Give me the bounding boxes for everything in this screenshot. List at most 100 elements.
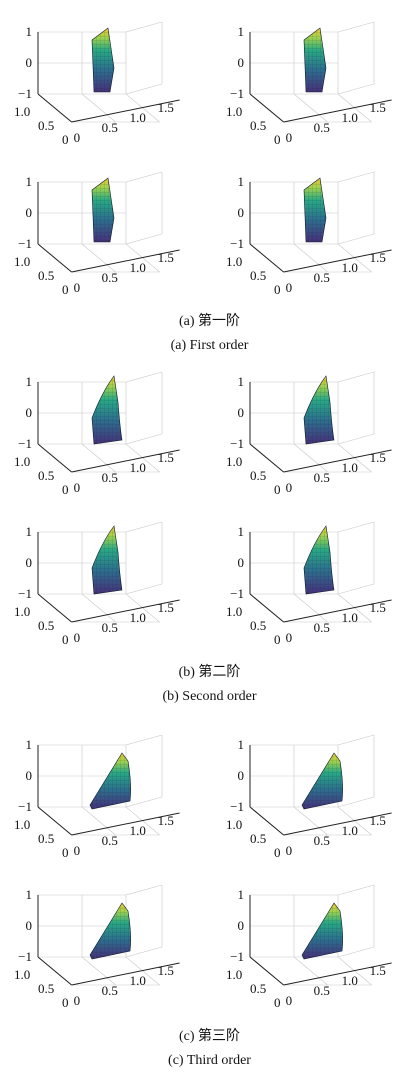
x-tick-label: 0: [74, 480, 81, 495]
y-tick-label: 0.5: [250, 118, 266, 133]
surface-mesh: [92, 28, 114, 92]
caption-a-cn: (a) 第一阶: [178, 314, 241, 329]
x-tick-label: 1.0: [342, 460, 358, 475]
z-tick-label: 1: [26, 887, 33, 902]
gridline: [293, 93, 328, 123]
subplot-8: 10−11.00.50 00.51.01.5: [226, 521, 392, 647]
z-tick-label: −1: [230, 436, 244, 451]
gridline: [337, 796, 375, 808]
x-tick-label: 1.5: [370, 100, 386, 115]
gridline: [125, 83, 163, 95]
subplot-2: 10−11.00.50 00.51.01.5: [226, 21, 392, 147]
z-tick-label: −1: [18, 586, 32, 601]
subplot-4: 10−11.00.50 00.51.01.5: [226, 171, 392, 297]
x-tick-label: 0.5: [102, 833, 118, 848]
gridline: [337, 233, 375, 245]
surface-mesh: [304, 28, 326, 92]
x-tick-label: 0.5: [102, 120, 118, 135]
y-axis: [37, 243, 72, 273]
subplot-3: 10−11.00.50 00.51.01.5: [14, 171, 180, 297]
y-tick-label: 0.5: [250, 618, 266, 633]
x-tick-label: 0.5: [314, 620, 330, 635]
x-tick-label: 1.5: [158, 813, 174, 828]
subplot-9: 10−11.00.50 00.51.01.5: [14, 734, 180, 860]
y-axis: [37, 443, 72, 473]
x-tick-label: 0: [74, 843, 81, 858]
y-tick-label: 0.5: [38, 831, 54, 846]
x-axis: [71, 599, 180, 623]
y-tick-label: 1.0: [226, 104, 242, 119]
z-tick-label: 0: [26, 405, 33, 420]
z-tick-label: 0: [26, 918, 33, 933]
subplot-11: 10−11.00.50 00.51.01.5: [14, 884, 180, 1010]
surface-mesh: [92, 178, 114, 242]
x-tick-label: 0: [74, 630, 81, 645]
y-tick-label: 0: [62, 632, 69, 647]
x-tick-label: 0.5: [102, 620, 118, 635]
y-axis: [37, 93, 72, 123]
gridline: [125, 371, 163, 383]
x-tick-label: 1.0: [342, 610, 358, 625]
gridline: [125, 21, 163, 33]
x-axis: [71, 449, 180, 473]
gridline: [337, 521, 375, 533]
gridline: [125, 734, 163, 746]
x-tick-label: 1.0: [342, 110, 358, 125]
gridline: [125, 884, 163, 896]
z-tick-label: 1: [238, 887, 245, 902]
x-axis: [283, 449, 392, 473]
y-tick-label: 0: [274, 482, 281, 497]
y-tick-label: 0.5: [250, 831, 266, 846]
x-tick-label: 1.5: [370, 600, 386, 615]
y-axis: [249, 956, 284, 986]
x-tick-label: 1.0: [342, 823, 358, 838]
y-tick-label: 0: [274, 845, 281, 860]
z-tick-label: 1: [26, 24, 33, 39]
gridline: [81, 93, 116, 123]
x-axis: [71, 99, 180, 123]
x-axis: [283, 962, 392, 986]
y-tick-label: 0.5: [38, 468, 54, 483]
gridline: [81, 806, 116, 836]
gridline: [337, 21, 375, 33]
z-tick-label: 1: [238, 524, 245, 539]
y-tick-label: 1.0: [14, 604, 30, 619]
y-tick-label: 0: [274, 132, 281, 147]
z-tick-label: 1: [26, 174, 33, 189]
gridline: [125, 171, 163, 183]
gridline: [125, 583, 163, 595]
gridline: [81, 956, 116, 986]
z-tick-label: 1: [26, 374, 33, 389]
caption-a-en: (a) First order: [170, 338, 249, 353]
gridline: [337, 171, 375, 183]
subplot-5: 10−11.00.50 00.51.01.5: [14, 371, 180, 497]
surface-mesh: [304, 376, 334, 444]
surface-mesh: [92, 526, 122, 594]
y-axis: [37, 593, 72, 623]
z-tick-label: −1: [230, 949, 244, 964]
y-tick-label: 0.5: [250, 981, 266, 996]
x-tick-label: 1.0: [130, 973, 146, 988]
y-tick-label: 0: [62, 995, 69, 1010]
x-axis: [71, 812, 180, 836]
z-tick-label: −1: [18, 799, 32, 814]
gridline: [125, 233, 163, 245]
y-axis: [249, 443, 284, 473]
z-tick-label: 0: [238, 768, 245, 783]
x-axis: [283, 249, 392, 273]
x-axis: [283, 812, 392, 836]
y-tick-label: 1.0: [14, 967, 30, 982]
x-axis: [283, 599, 392, 623]
y-tick-label: 0.5: [38, 981, 54, 996]
z-tick-label: 0: [26, 555, 33, 570]
y-tick-label: 0: [62, 845, 69, 860]
y-tick-label: 0: [62, 132, 69, 147]
gridline: [293, 806, 328, 836]
gridline: [337, 433, 375, 445]
y-tick-label: 1.0: [14, 454, 30, 469]
y-tick-label: 1.0: [14, 254, 30, 269]
x-tick-label: 1.0: [342, 260, 358, 275]
gridline: [125, 796, 163, 808]
x-tick-label: 1.0: [342, 973, 358, 988]
